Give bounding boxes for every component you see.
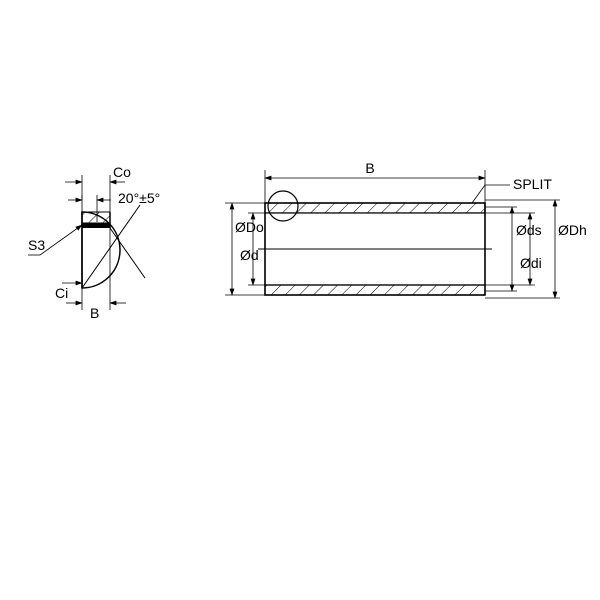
label-do: ØDo — [235, 219, 264, 235]
label-ds: Øds — [516, 222, 542, 238]
label-di: Ødi — [520, 255, 542, 271]
main-view: B SPLIT ØDo Ød Øds Ødi ØDh — [225, 160, 587, 298]
label-b-left: B — [90, 305, 99, 321]
label-d: Ød — [240, 247, 259, 263]
label-co: Co — [113, 164, 131, 180]
label-b-top: B — [365, 160, 374, 176]
engineering-drawing: Co 20°±5° S3 Ci B — [0, 0, 600, 600]
label-angle: 20°±5° — [118, 190, 160, 206]
label-ci: Ci — [55, 285, 68, 301]
label-s3: S3 — [28, 237, 45, 253]
label-dh: ØDh — [558, 222, 587, 238]
left-detail: Co 20°±5° S3 Ci B — [28, 164, 160, 321]
label-split: SPLIT — [513, 176, 552, 192]
